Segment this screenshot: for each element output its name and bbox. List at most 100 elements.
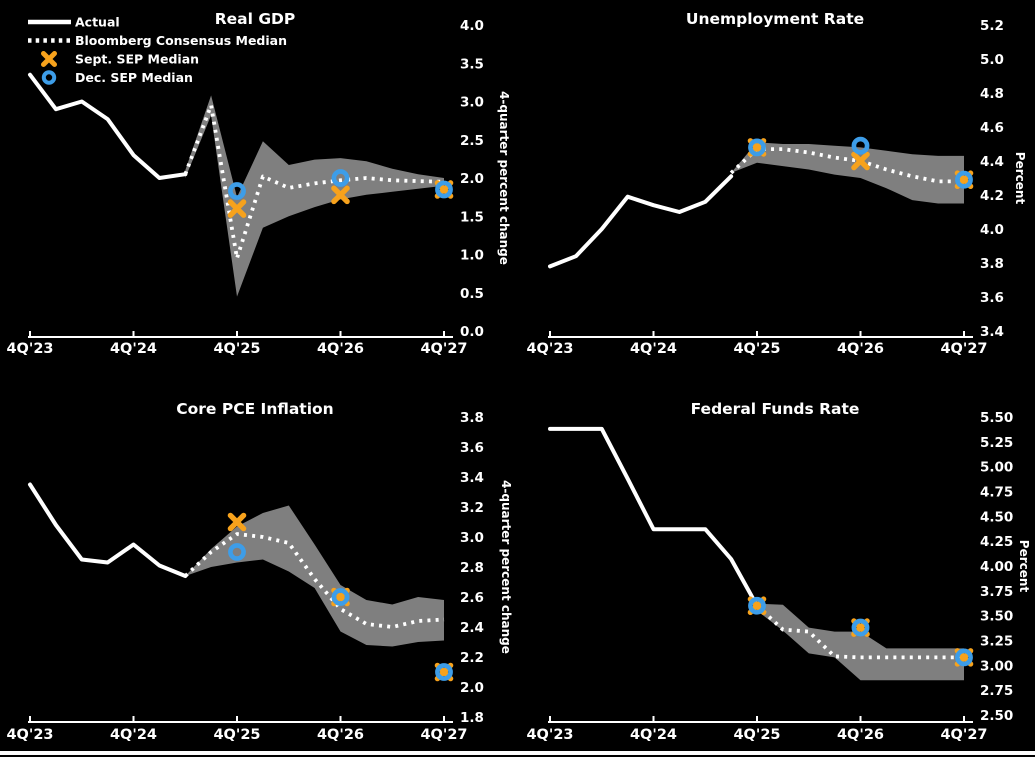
legend-item-actual: Actual <box>28 15 120 30</box>
chart-title: Core PCE Inflation <box>176 400 333 418</box>
chart-title: Unemployment Rate <box>686 10 864 28</box>
dec-sep-marker <box>851 618 870 637</box>
x-tick-label: 4Q'25 <box>213 341 260 357</box>
consensus-median-line <box>183 103 445 261</box>
x-tick-label: 4Q'27 <box>940 341 987 357</box>
y-tick-label: 3.2 <box>460 500 484 516</box>
x-tick-label: 4Q'23 <box>6 341 53 357</box>
x-tick-label: 4Q'23 <box>6 727 53 743</box>
y-tick-label: 4.2 <box>980 188 1004 204</box>
uncertainty-band <box>185 505 445 647</box>
x-tick-label: 4Q'24 <box>630 341 677 357</box>
y-tick-label: 4.4 <box>980 154 1004 170</box>
y-tick-label: 0.0 <box>460 324 484 340</box>
chart-title: Real GDP <box>215 10 296 28</box>
dec-sep-marker <box>748 596 766 615</box>
legend-label: Dec. SEP Median <box>75 70 193 85</box>
legend-item-sept: Sept. SEP Median <box>41 51 199 67</box>
y-tick-label: 4.0 <box>460 18 484 34</box>
x-tick-label: 4Q'26 <box>837 341 884 357</box>
legend-label: Actual <box>75 15 120 30</box>
y-tick-label: 3.50 <box>980 609 1013 625</box>
y-axis-label: 4-quarter percent change <box>499 480 513 654</box>
actual-line <box>548 174 734 269</box>
y-axis-label: Percent <box>1017 540 1031 593</box>
y-tick-label: 4.6 <box>980 120 1004 136</box>
y-tick-label: 4.00 <box>980 559 1013 575</box>
actual-line <box>28 482 188 578</box>
y-tick-label: 3.00 <box>980 658 1013 674</box>
y-tick-label: 4.8 <box>980 86 1004 102</box>
y-axis-label: Percent <box>1013 152 1027 205</box>
x-tick-label: 4Q'25 <box>733 341 780 357</box>
x-tick-label: 4Q'24 <box>630 727 677 743</box>
y-axis-label: 4-quarter percent change <box>497 91 511 265</box>
y-tick-label: 4.0 <box>980 222 1004 238</box>
y-tick-label: 2.2 <box>460 650 484 666</box>
chart-panel-unemployment-rate: 4Q'23 4Q'24 4Q'25 4Q'26 4Q'27 5.2 5.0 4.8 4.6 4.4… <box>526 10 1027 357</box>
x-tick-label: 4Q'27 <box>420 341 467 357</box>
x-tick-label: 4Q'23 <box>526 341 573 357</box>
y-tick-label: 5.25 <box>980 435 1013 451</box>
x-tick-label: 4Q'23 <box>526 727 573 743</box>
dec-sep-marker <box>851 136 870 155</box>
uncertainty-band <box>757 603 964 681</box>
y-tick-label: 3.6 <box>460 440 484 456</box>
sept-sep-marker <box>227 512 247 532</box>
dec-sep-marker <box>435 180 453 199</box>
dec-sep-marker <box>955 170 973 189</box>
x-tick-label: 4Q'25 <box>213 727 260 743</box>
chart-panel-federal-funds-rate: 4Q'23 4Q'24 4Q'25 4Q'26 4Q'27 5.50 5.25 5.00 4.7… <box>526 400 1031 743</box>
y-tick-label: 5.0 <box>980 52 1004 68</box>
y-tick-label: 3.6 <box>980 290 1004 306</box>
y-tick-label: 2.75 <box>980 683 1013 699</box>
y-tick-label: 4.25 <box>980 534 1013 550</box>
uncertainty-band <box>731 142 964 204</box>
uncertainty-band <box>185 95 445 297</box>
actual-line <box>548 426 759 608</box>
dec-sep-marker <box>955 648 973 667</box>
dec-sep-marker <box>331 588 350 606</box>
sept-sep-marker <box>851 151 870 171</box>
y-tick-label: 2.0 <box>460 680 484 696</box>
dec-sep-marker <box>435 663 453 681</box>
y-tick-label: 0.5 <box>460 286 484 302</box>
x-tick-label: 4Q'26 <box>317 341 364 357</box>
y-tick-label: 3.4 <box>980 324 1004 340</box>
y-tick-label: 5.2 <box>980 18 1004 34</box>
x-tick-label: 4Q'27 <box>420 727 467 743</box>
x-tick-label: 4Q'27 <box>940 727 987 743</box>
y-tick-label: 4.75 <box>980 485 1013 501</box>
legend-label: Sept. SEP Median <box>75 52 199 67</box>
y-tick-label: 3.0 <box>460 530 484 546</box>
y-tick-label: 3.4 <box>460 470 484 486</box>
legend-circle-marker-icon <box>41 70 57 85</box>
dec-sep-marker <box>228 182 246 200</box>
consensus-median-line <box>729 147 964 184</box>
dec-sep-marker <box>748 138 766 157</box>
chart-panel-core-pce-inflation: 4Q'23 4Q'24 4Q'25 4Q'26 4Q'27 3.8 3.6 3.4 3.2 3.0… <box>6 400 513 743</box>
y-tick-label: 2.0 <box>460 171 484 187</box>
dec-sep-marker <box>228 543 246 561</box>
x-tick-label: 4Q'26 <box>837 727 884 743</box>
y-tick-label: 3.8 <box>980 256 1004 272</box>
actual-line <box>28 72 188 180</box>
y-tick-label: 2.8 <box>460 560 484 576</box>
x-tick-label: 4Q'25 <box>733 727 780 743</box>
y-tick-label: 4.50 <box>980 509 1013 525</box>
y-tick-label: 5.50 <box>980 410 1013 426</box>
y-tick-label: 1.8 <box>460 710 484 726</box>
chart-panel-real-gdp: 4Q'23 4Q'24 4Q'25 4Q'26 4Q'27 4.0 3.5 3.0 2.5 2.0… <box>6 10 511 357</box>
legend-item-consensus: Bloomberg Consensus Median <box>28 33 287 48</box>
x-tick-label: 4Q'24 <box>110 341 157 357</box>
y-tick-label: 2.6 <box>460 590 484 606</box>
legend-label: Bloomberg Consensus Median <box>75 33 287 48</box>
dec-sep-marker <box>331 169 350 187</box>
sept-sep-marker <box>227 199 247 218</box>
y-tick-label: 3.25 <box>980 634 1013 650</box>
legend-item-dec: Dec. SEP Median <box>41 70 193 85</box>
y-tick-label: 2.4 <box>460 620 484 636</box>
y-tick-label: 2.50 <box>980 708 1013 724</box>
y-tick-label: 1.5 <box>460 209 484 225</box>
